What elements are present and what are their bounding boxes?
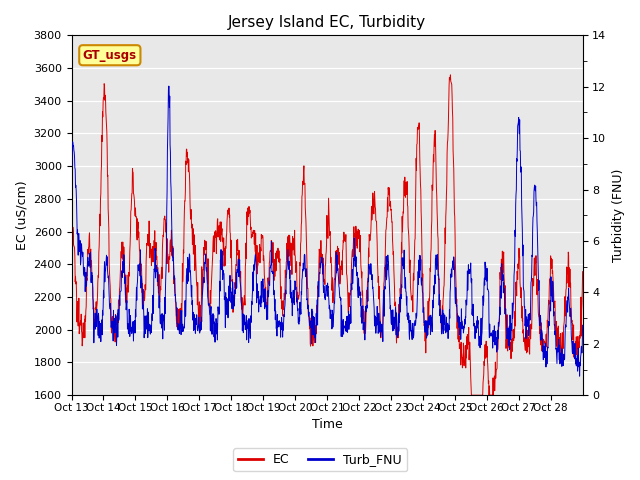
Title: Jersey Island EC, Turbidity: Jersey Island EC, Turbidity: [228, 15, 426, 30]
Text: GT_usgs: GT_usgs: [83, 49, 137, 62]
X-axis label: Time: Time: [312, 419, 342, 432]
Legend: EC, Turb_FNU: EC, Turb_FNU: [233, 448, 407, 471]
Y-axis label: Turbidity (FNU): Turbidity (FNU): [612, 168, 625, 262]
Y-axis label: EC (uS/cm): EC (uS/cm): [15, 180, 28, 250]
